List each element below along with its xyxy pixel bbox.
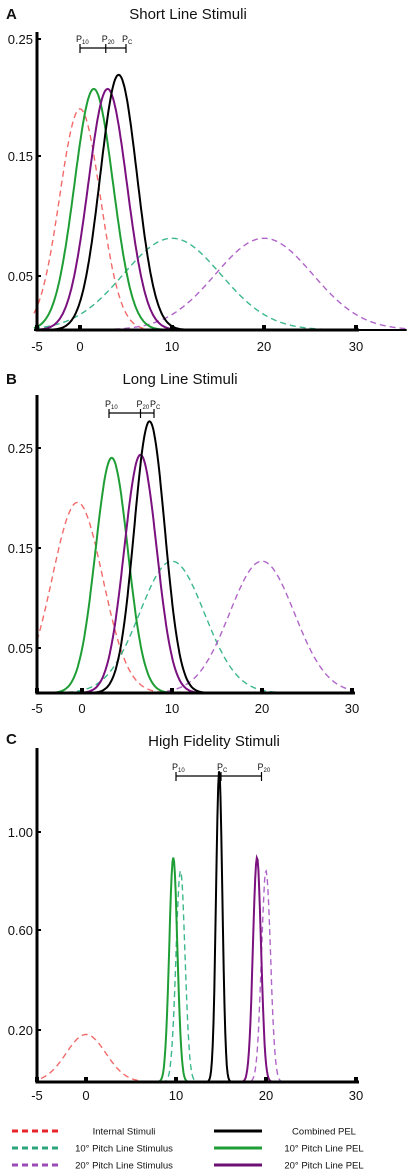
legend: Internal Stimuli Combined PEL 10° Pitch Li…: [12, 1127, 364, 1172]
x-tick-mark: [35, 325, 39, 330]
estimate-label: P20: [137, 399, 150, 411]
y-tick-label: 0.60: [8, 923, 33, 938]
legend-label-pitch20_stim: 20° Pitch Line Stimulus: [75, 1161, 173, 1172]
series-internal: [36, 501, 352, 694]
estimate-label: P10: [172, 762, 185, 774]
series-pitch20_pel: [34, 87, 407, 331]
x-tick-label: 10: [165, 339, 179, 354]
x-tick-label: -5: [31, 1088, 43, 1103]
x-tick-label: 10: [169, 1088, 183, 1103]
x-tick-mark: [84, 1077, 88, 1082]
series-internal: [40, 1033, 356, 1083]
estimate-bracket: P10 P20 PC: [76, 34, 133, 53]
legend-label-combined: Combined PEL: [292, 1127, 356, 1138]
x-tick-mark: [170, 325, 174, 330]
estimate-label: P20: [102, 34, 115, 46]
y-tick-label: 0.15: [8, 149, 33, 164]
x-tick-label: -5: [31, 339, 43, 354]
x-tick-label: 20: [257, 339, 271, 354]
x-tick-label: 30: [349, 1088, 363, 1103]
series-pitch10_pel: [33, 87, 407, 331]
series-pitch10_pel: [37, 456, 352, 694]
estimate-label: PC: [217, 762, 228, 774]
chart-title: Long Line Stimuli: [122, 371, 237, 388]
x-tick-mark: [35, 688, 39, 693]
x-tick-mark: [350, 688, 354, 693]
x-tick-mark: [264, 1077, 268, 1082]
series-pitch20_stim: [41, 869, 356, 1083]
panels: A Short Line Stimuli -5 0 10 20 30 0.05 0.15 0.25…: [6, 6, 407, 1103]
panel-label: C: [6, 731, 17, 748]
estimate-label: P10: [76, 34, 89, 46]
x-tick-mark: [170, 688, 174, 693]
estimate-label: PC: [150, 399, 161, 411]
y-tick-label: 0.20: [8, 1023, 33, 1038]
estimate-label: P20: [258, 762, 271, 774]
x-tick-mark: [35, 1077, 39, 1082]
y-tick-label: 1.00: [8, 825, 33, 840]
x-tick-label: 0: [76, 339, 83, 354]
series-combined: [41, 771, 356, 1083]
y-tick-label: 0.25: [8, 441, 33, 456]
series-pitch10_stim: [41, 868, 356, 1083]
x-tick-mark: [354, 325, 358, 330]
x-tick-label: 0: [78, 701, 85, 716]
x-tick-mark: [80, 688, 84, 693]
estimate-bracket: P10 PC P20: [172, 762, 271, 781]
estimate-bracket: P10 P20 PC: [105, 399, 161, 418]
panel-label: B: [6, 371, 17, 388]
legend-label-pitch20_pel: 20° Pitch Line PEL: [284, 1161, 363, 1172]
panel-label: A: [6, 6, 17, 23]
panel-a: A Short Line Stimuli -5 0 10 20 30 0.05 0.15 0.25…: [6, 6, 407, 354]
x-tick-label: 0: [82, 1088, 89, 1103]
series-pitch20_pel: [41, 854, 356, 1083]
y-tick-label: 0.25: [8, 32, 33, 47]
series-pitch10_stim: [37, 560, 352, 694]
y-tick-label: 0.05: [8, 269, 33, 284]
x-tick-mark: [262, 325, 266, 330]
chart-title: Short Line Stimuli: [129, 6, 247, 23]
legend-label-pitch10_pel: 10° Pitch Line PEL: [284, 1144, 363, 1155]
series-pitch10_pel: [41, 857, 356, 1083]
x-tick-label: 20: [255, 701, 269, 716]
x-tick-label: 20: [259, 1088, 273, 1103]
series-pitch20_stim: [37, 560, 353, 694]
series-combined: [34, 73, 407, 331]
chart-title: High Fidelity Stimuli: [148, 733, 280, 750]
panel-b: B Long Line Stimuli -5 0 10 20 30 0.05 0.15 0.25 P…: [6, 371, 359, 716]
series-pitch20_pel: [37, 453, 352, 694]
estimate-label: PC: [122, 34, 133, 46]
estimate-label: P10: [105, 399, 118, 411]
x-tick-mark: [260, 688, 264, 693]
x-tick-label: 30: [349, 339, 363, 354]
legend-label-pitch10_stim: 10° Pitch Line Stimulus: [75, 1144, 173, 1155]
x-tick-label: -5: [31, 701, 43, 716]
x-tick-mark: [354, 1077, 358, 1082]
x-tick-label: 10: [165, 701, 179, 716]
y-tick-label: 0.15: [8, 541, 33, 556]
series-combined: [37, 420, 352, 694]
x-tick-mark: [78, 325, 82, 330]
legend-label-internal: Internal Stimuli: [93, 1127, 156, 1138]
x-tick-label: 30: [345, 701, 359, 716]
series-internal: [33, 108, 407, 331]
y-tick-label: 0.05: [8, 641, 33, 656]
panel-c: C High Fidelity Stimuli -5 0 10 20 30 0.20 0.60 1…: [6, 731, 363, 1103]
x-tick-mark: [174, 1077, 178, 1082]
